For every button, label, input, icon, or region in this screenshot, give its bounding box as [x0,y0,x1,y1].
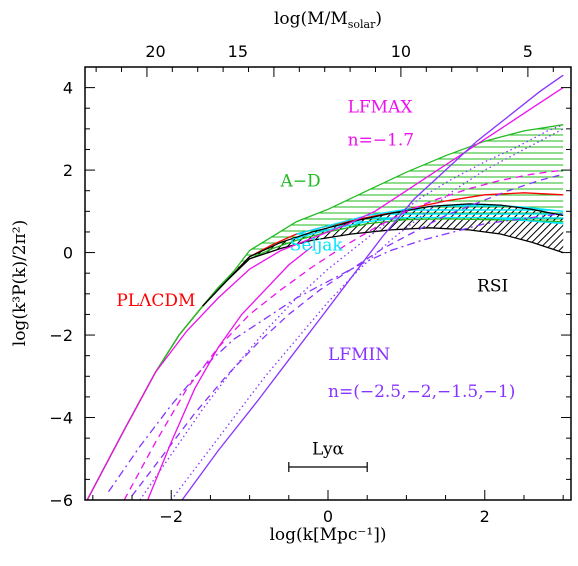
y-tick-label: −4 [49,409,73,428]
annotation-lfmin: LFMIN [328,345,390,365]
series-ad_lower [86,218,564,500]
plot-area [84,66,572,501]
y-tick-label: 4 [63,79,73,98]
series-lfmin_solid [181,74,564,500]
x-tick-label: −2 [159,507,183,526]
series-lfmax_dotted [139,124,564,500]
series-rsi_lower [202,227,564,307]
series-lfmin_dashdot [107,212,564,493]
series-rsi_upper [202,203,564,307]
annotations: PLΛCDM A−D LFMAX n=−1.7 Seljak RSI LFMIN n=(−2.… [116,97,515,473]
annotation-lfmax_n: n=−1.7 [348,130,414,150]
annotation-plcdm: PLΛCDM [116,291,195,311]
y-tick-label: 0 [63,244,73,263]
y-axis-title: log(k³P(k)/2π²) [10,220,30,346]
y-tick-label: 2 [63,161,73,180]
annotation-ad: A−D [279,172,320,192]
x-tick-label: 0 [323,507,333,526]
annotation-lfmax: LFMAX [348,97,414,117]
y-tick-label: −2 [49,326,73,345]
top-tick-label: 20 [145,42,165,61]
top-tick-label: 10 [391,42,411,61]
series-lfmin_dashed [131,173,564,497]
series-lfmax_solid2 [147,245,313,500]
x-tick-label: 2 [480,507,490,526]
series-lfmax_dashed [123,169,564,500]
tick-labels: −2 0 2 −6 −4 −2 0 2 4 20 15 10 5 [49,42,533,526]
series-lines [86,74,564,500]
annotation-rsi: RSI [477,277,508,297]
annotation-seljak: Seljak [290,236,344,256]
y-tick-label: −6 [49,491,73,510]
rsi-band [202,203,564,307]
top-tick-label: 5 [523,42,533,61]
seljak-band [296,204,564,239]
annotation-lfmin_n: n=(−2.5,−2,−1.5,−1) [328,382,515,402]
series-lfmax_solid [86,87,564,500]
x-axis-title: log(k[Mpc⁻¹]) [270,525,387,545]
top-tick-label: 15 [228,42,248,61]
annotation-lya: Lyα [312,440,345,460]
top-axis-title: log(M/Msolar) [274,9,382,31]
axis-ticks [85,66,571,501]
